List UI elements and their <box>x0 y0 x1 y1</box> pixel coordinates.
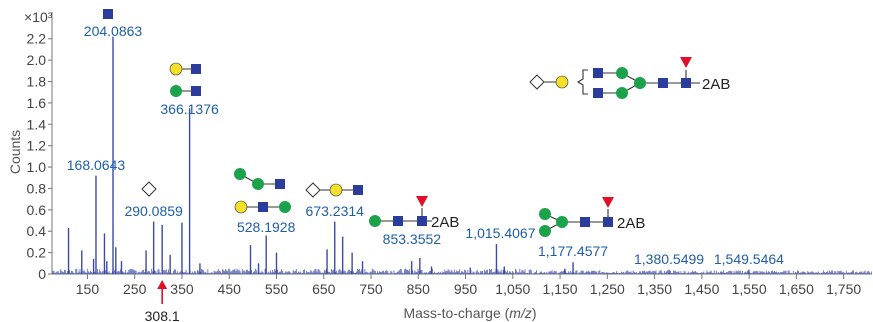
y-tick-label: 1.0 <box>27 159 47 175</box>
man-glcnac-icon <box>170 85 201 97</box>
glcnac-icon <box>103 9 113 19</box>
x-tick-label: 1,250 <box>590 281 625 297</box>
x-tick-label: 1,450 <box>684 281 719 297</box>
x-tick-label: 150 <box>76 281 100 297</box>
x-tick-label: 250 <box>123 281 147 297</box>
peak-label: 290.0859 <box>124 203 183 219</box>
y-tick-label: 0 <box>38 266 46 282</box>
peak-label: 673.2314 <box>306 203 365 219</box>
x-tick-label: 950 <box>454 281 478 297</box>
peak-label: 1,177.4577 <box>538 243 608 259</box>
x-tick-label: 450 <box>218 281 242 297</box>
spectrum-peaks <box>52 36 872 274</box>
x-tick-label: 1,050 <box>495 281 530 297</box>
peak-label: 1,380.5499 <box>634 251 704 267</box>
y-tick-label: 0.2 <box>27 245 47 261</box>
x-tick-label: 850 <box>407 281 431 297</box>
mz-308-marker: 308.1 <box>145 280 180 322</box>
y-tick-label: 0.4 <box>27 223 47 239</box>
x-tick-label: 750 <box>359 281 383 297</box>
2ab-tag: 2AB <box>702 76 730 93</box>
peak-labels: 168.0643 204.0863 290.0859 366.1376 528.1928… <box>67 23 784 267</box>
2ab-tag: 2AB <box>617 215 645 232</box>
x-tick-label: 550 <box>265 281 289 297</box>
y-tick-label: 0.8 <box>27 180 47 196</box>
glycan-symbols: 2AB 2AB <box>103 9 730 237</box>
sialic-acid-icon <box>141 181 157 197</box>
x-axis-title: Mass-to-charge (m/z) <box>403 305 536 321</box>
marker-arrow-head <box>157 280 168 289</box>
peak-label: 853.3552 <box>383 231 442 247</box>
x-tick-label: 1,750 <box>826 281 861 297</box>
x-tick-label: 1,150 <box>543 281 578 297</box>
y-tick-label: 1.4 <box>27 116 47 132</box>
y-tick-label: 1.8 <box>27 74 47 90</box>
core-fucose-glycan-icon: 2AB <box>369 196 459 231</box>
x-tick-label: 1,550 <box>732 281 767 297</box>
gal-glcnac-man-icon <box>234 200 291 214</box>
2ab-tag: 2AB <box>431 214 459 231</box>
peak-label: 168.0643 <box>67 157 126 173</box>
peak-label: 1,015.4067 <box>465 225 535 241</box>
y-tick-label: 2.2 <box>27 31 47 47</box>
y-axis-multiplier: ×10³ <box>24 9 53 25</box>
x-tick-label: 350 <box>170 281 194 297</box>
marker-label: 308.1 <box>145 308 180 322</box>
y-axis-title: Counts <box>7 130 23 174</box>
y-tick-label: 1.2 <box>27 138 47 154</box>
peak-label: 1,549.5464 <box>714 251 784 267</box>
y-tick-label: 2.0 <box>27 52 47 68</box>
x-tick-label: 1,650 <box>779 281 814 297</box>
peak-label: 366.1376 <box>160 101 219 117</box>
branched-fucose-glycan-icon: 2AB <box>539 197 645 237</box>
man-man-glcnac-icon <box>234 168 285 190</box>
gal-glcnac-icon <box>169 62 201 76</box>
sia-gal-glcnac-icon <box>305 182 363 198</box>
peak-label: 204.0863 <box>84 23 143 39</box>
x-tick-label: 1,350 <box>637 281 672 297</box>
peak-label: 528.1928 <box>237 219 296 235</box>
x-tick-label: 650 <box>312 281 336 297</box>
axes: 0 0.2 0.4 0.6 0.8 1.0 1.2 1.4 1.6 1.8 2.0 2.2 150 250… <box>27 12 872 297</box>
y-tick-label: 0.6 <box>27 202 47 218</box>
y-tick-label: 1.6 <box>27 95 47 111</box>
full-glycan-structure-icon: 2AB <box>529 57 730 99</box>
